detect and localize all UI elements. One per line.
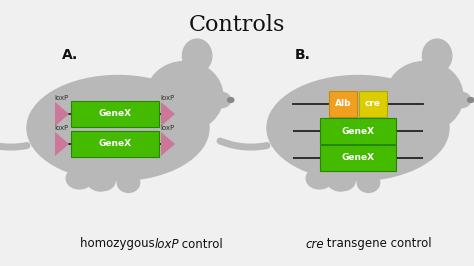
Ellipse shape [357, 173, 380, 192]
Polygon shape [55, 132, 69, 156]
Text: Alb: Alb [335, 99, 351, 109]
Polygon shape [161, 132, 175, 156]
Polygon shape [55, 102, 69, 126]
FancyBboxPatch shape [71, 131, 159, 157]
Text: GeneX: GeneX [341, 127, 374, 135]
Text: homozygous: homozygous [80, 238, 158, 251]
FancyBboxPatch shape [320, 118, 396, 144]
FancyBboxPatch shape [329, 91, 357, 117]
Ellipse shape [117, 173, 140, 192]
Text: Controls: Controls [189, 14, 285, 36]
Ellipse shape [93, 171, 115, 190]
Text: loxP: loxP [155, 238, 180, 251]
Text: transgene control: transgene control [323, 238, 432, 251]
Text: loxP: loxP [55, 124, 69, 131]
Text: loxP: loxP [161, 124, 175, 131]
Ellipse shape [182, 39, 212, 73]
Ellipse shape [333, 171, 355, 190]
Ellipse shape [451, 92, 471, 108]
Ellipse shape [422, 39, 452, 73]
Ellipse shape [87, 170, 114, 191]
Ellipse shape [27, 76, 209, 181]
Text: loxP: loxP [161, 94, 175, 101]
Ellipse shape [386, 61, 463, 131]
Text: cre: cre [365, 99, 381, 109]
Text: GeneX: GeneX [341, 153, 374, 163]
Ellipse shape [146, 61, 223, 131]
FancyBboxPatch shape [71, 101, 159, 127]
Ellipse shape [211, 92, 231, 108]
Text: B.: B. [295, 48, 311, 62]
Ellipse shape [66, 168, 93, 189]
Text: GeneX: GeneX [99, 139, 132, 148]
Text: control: control [178, 238, 223, 251]
FancyBboxPatch shape [320, 145, 396, 171]
Ellipse shape [327, 170, 354, 191]
Text: cre: cre [305, 238, 324, 251]
Text: GeneX: GeneX [99, 110, 132, 118]
Ellipse shape [228, 98, 234, 102]
Ellipse shape [306, 168, 333, 189]
Text: A.: A. [62, 48, 78, 62]
Ellipse shape [267, 76, 449, 181]
Polygon shape [161, 102, 175, 126]
Text: loxP: loxP [55, 94, 69, 101]
FancyBboxPatch shape [359, 91, 387, 117]
Ellipse shape [467, 98, 474, 102]
